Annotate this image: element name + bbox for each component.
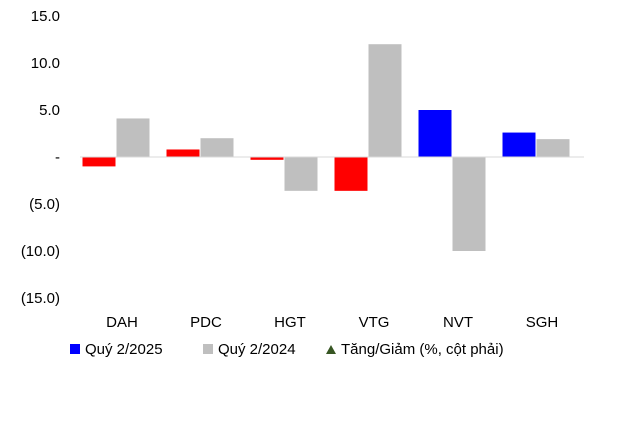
y-tick-label: 15.0 [31,8,60,25]
x-axis: DAH PDC HGT VTG NVT SGH [106,314,558,331]
bar-q2-2025-dah [82,157,116,167]
x-tick-label: VTG [359,314,390,331]
bar-q2-2024-nvt [452,157,486,251]
bar-q2-2025-nvt [418,110,452,157]
x-tick-label: HGT [274,314,306,331]
y-tick-label: 5.0 [39,102,60,119]
legend-swatch-q2-2024 [203,344,213,354]
y-tick-label: (10.0) [21,243,60,260]
bar-q2-2024-hgt [284,157,318,191]
bar-q2-2024-pdc [200,138,234,157]
legend-label-change: Tăng/Giảm (%, cột phải) [341,341,504,358]
y-tick-label: (15.0) [21,290,60,307]
legend-swatch-q2-2025 [70,344,80,354]
x-tick-label: SGH [526,314,559,331]
x-tick-label: PDC [190,314,222,331]
legend-triangle-icon [326,345,336,354]
bar-q2-2025-pdc [166,149,200,157]
legend-label-q2-2025: Quý 2/2025 [85,341,163,358]
y-tick-label: 10.0 [31,55,60,72]
y-tick-label: (5.0) [29,196,60,213]
bar-q2-2025-sgh [502,132,536,157]
bars [82,44,570,251]
legend-label-q2-2024: Quý 2/2024 [218,341,296,358]
legend: Quý 2/2025 Quý 2/2024 Tăng/Giảm (%, cột ph… [70,341,504,358]
y-axis: 15.0 10.0 5.0 - (5.0) (10.0) (15.0) [21,8,60,307]
bar-q2-2024-vtg [368,44,402,158]
bar-q2-2025-hgt [250,157,284,160]
bar-q2-2024-dah [116,118,150,157]
y-tick-label: - [55,149,60,166]
bar-q2-2025-vtg [334,157,368,191]
bar-q2-2024-sgh [536,139,570,157]
x-tick-label: NVT [443,314,473,331]
x-tick-label: DAH [106,314,138,331]
